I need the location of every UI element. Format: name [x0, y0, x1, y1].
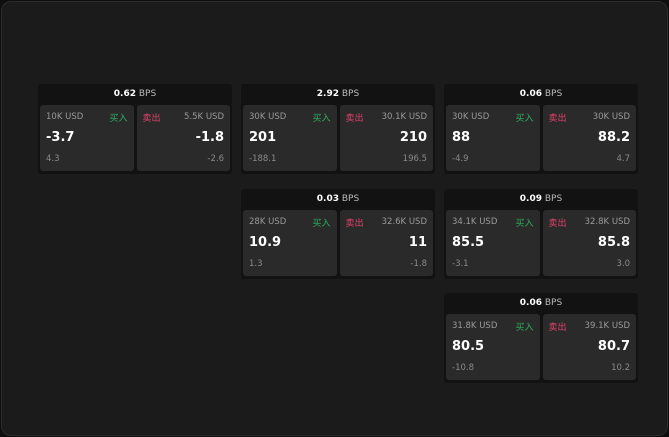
- buy-panel[interactable]: 34.1K USD 买入 85.5 -3.1: [446, 210, 540, 276]
- spread-value: 0.06: [519, 298, 542, 308]
- quote-card: 2.92 BPS 30K USD 买入 201 -188.1 卖出 30.1K …: [241, 84, 435, 174]
- spread-value: 0.09: [519, 194, 542, 204]
- buy-panel[interactable]: 30K USD 买入 88 -4.9: [446, 105, 540, 171]
- ask-size: 30.1K USD: [381, 112, 427, 122]
- ask-price: 80.7: [597, 339, 630, 354]
- ask-price: 85.8: [597, 235, 630, 250]
- bid-size: 10K USD: [46, 112, 84, 122]
- buy-label[interactable]: 买入: [109, 114, 128, 124]
- bid-change: -4.9: [452, 154, 469, 164]
- ask-price: 88.2: [597, 130, 630, 145]
- buy-label[interactable]: 买入: [515, 219, 534, 229]
- buy-label[interactable]: 买入: [312, 219, 331, 229]
- ask-change: 196.5: [402, 154, 427, 164]
- ask-change: 3.0: [616, 259, 630, 269]
- bid-size: 30K USD: [452, 112, 490, 122]
- quote-card: 0.62 BPS 10K USD 买入 -3.7 4.3 卖出 5.5K USD…: [38, 84, 232, 174]
- sell-label[interactable]: 卖出: [548, 219, 567, 229]
- ask-change: -1.8: [410, 259, 427, 269]
- spread-unit: BPS: [544, 298, 563, 308]
- bid-price: 80.5: [452, 339, 485, 354]
- spread-unit: BPS: [544, 194, 563, 204]
- buy-panel[interactable]: 31.8K USD 买入 80.5 -10.8: [446, 314, 540, 380]
- bid-price: 10.9: [249, 235, 282, 250]
- spread-value: 2.92: [316, 89, 339, 99]
- ask-size: 32.6K USD: [381, 217, 427, 227]
- spread-unit: BPS: [341, 89, 360, 99]
- ask-size: 30K USD: [592, 112, 630, 122]
- ask-change: -2.6: [207, 154, 224, 164]
- bid-change: -188.1: [249, 154, 277, 164]
- bid-price: 201: [249, 130, 277, 145]
- bid-size: 28K USD: [249, 217, 287, 227]
- bid-price: 88: [452, 130, 471, 145]
- spread-header: 2.92 BPS: [241, 84, 435, 105]
- spread-unit: BPS: [544, 89, 563, 99]
- bid-price: 85.5: [452, 235, 485, 250]
- ask-size: 5.5K USD: [184, 112, 224, 122]
- buy-label[interactable]: 买入: [312, 114, 331, 124]
- bid-change: -10.8: [452, 363, 474, 373]
- sell-label[interactable]: 卖出: [345, 114, 364, 124]
- sell-panel[interactable]: 卖出 5.5K USD -1.8 -2.6: [136, 105, 230, 171]
- ask-price: -1.8: [195, 130, 224, 145]
- quote-card: 0.06 BPS 31.8K USD 买入 80.5 -10.8 卖出 39.1…: [444, 293, 638, 383]
- spread-header: 0.62 BPS: [38, 84, 232, 105]
- buy-panel[interactable]: 10K USD 买入 -3.7 4.3: [40, 105, 134, 171]
- ask-size: 39.1K USD: [584, 321, 630, 331]
- sell-label[interactable]: 卖出: [345, 219, 364, 229]
- spread-header: 0.03 BPS: [241, 189, 435, 210]
- ask-change: 4.7: [616, 154, 630, 164]
- sell-label[interactable]: 卖出: [142, 114, 161, 124]
- spread-unit: BPS: [138, 89, 157, 99]
- quote-card: 0.03 BPS 28K USD 买入 10.9 1.3 卖出 32.6K US…: [241, 189, 435, 279]
- buy-panel[interactable]: 28K USD 买入 10.9 1.3: [243, 210, 337, 276]
- spread-unit: BPS: [341, 194, 360, 204]
- bid-change: -3.1: [452, 259, 469, 269]
- sell-label[interactable]: 卖出: [548, 323, 567, 333]
- quote-card: 0.09 BPS 34.1K USD 买入 85.5 -3.1 卖出 32.8K…: [444, 189, 638, 279]
- bid-change: 4.3: [46, 154, 60, 164]
- buy-label[interactable]: 买入: [515, 114, 534, 124]
- spread-value: 0.03: [316, 194, 339, 204]
- ask-size: 32.8K USD: [584, 217, 630, 227]
- spread-header: 0.06 BPS: [444, 293, 638, 314]
- bid-size: 30K USD: [249, 112, 287, 122]
- sell-panel[interactable]: 卖出 30K USD 88.2 4.7: [542, 105, 636, 171]
- sell-panel[interactable]: 卖出 30.1K USD 210 196.5: [339, 105, 433, 171]
- ask-change: 10.2: [611, 363, 630, 373]
- sell-panel[interactable]: 卖出 32.6K USD 11 -1.8: [339, 210, 433, 276]
- sell-panel[interactable]: 卖出 32.8K USD 85.8 3.0: [542, 210, 636, 276]
- ask-price: 210: [399, 130, 427, 145]
- ask-price: 11: [408, 235, 427, 250]
- buy-panel[interactable]: 30K USD 买入 201 -188.1: [243, 105, 337, 171]
- bid-change: 1.3: [249, 259, 263, 269]
- buy-label[interactable]: 买入: [515, 323, 534, 333]
- quote-card: 0.06 BPS 30K USD 买入 88 -4.9 卖出 30K USD 8…: [444, 84, 638, 174]
- spread-header: 0.09 BPS: [444, 189, 638, 210]
- bid-size: 34.1K USD: [452, 217, 498, 227]
- sell-label[interactable]: 卖出: [548, 114, 567, 124]
- bid-size: 31.8K USD: [452, 321, 498, 331]
- spread-value: 0.06: [519, 89, 542, 99]
- spread-value: 0.62: [113, 89, 136, 99]
- spread-header: 0.06 BPS: [444, 84, 638, 105]
- bid-price: -3.7: [46, 130, 75, 145]
- sell-panel[interactable]: 卖出 39.1K USD 80.7 10.2: [542, 314, 636, 380]
